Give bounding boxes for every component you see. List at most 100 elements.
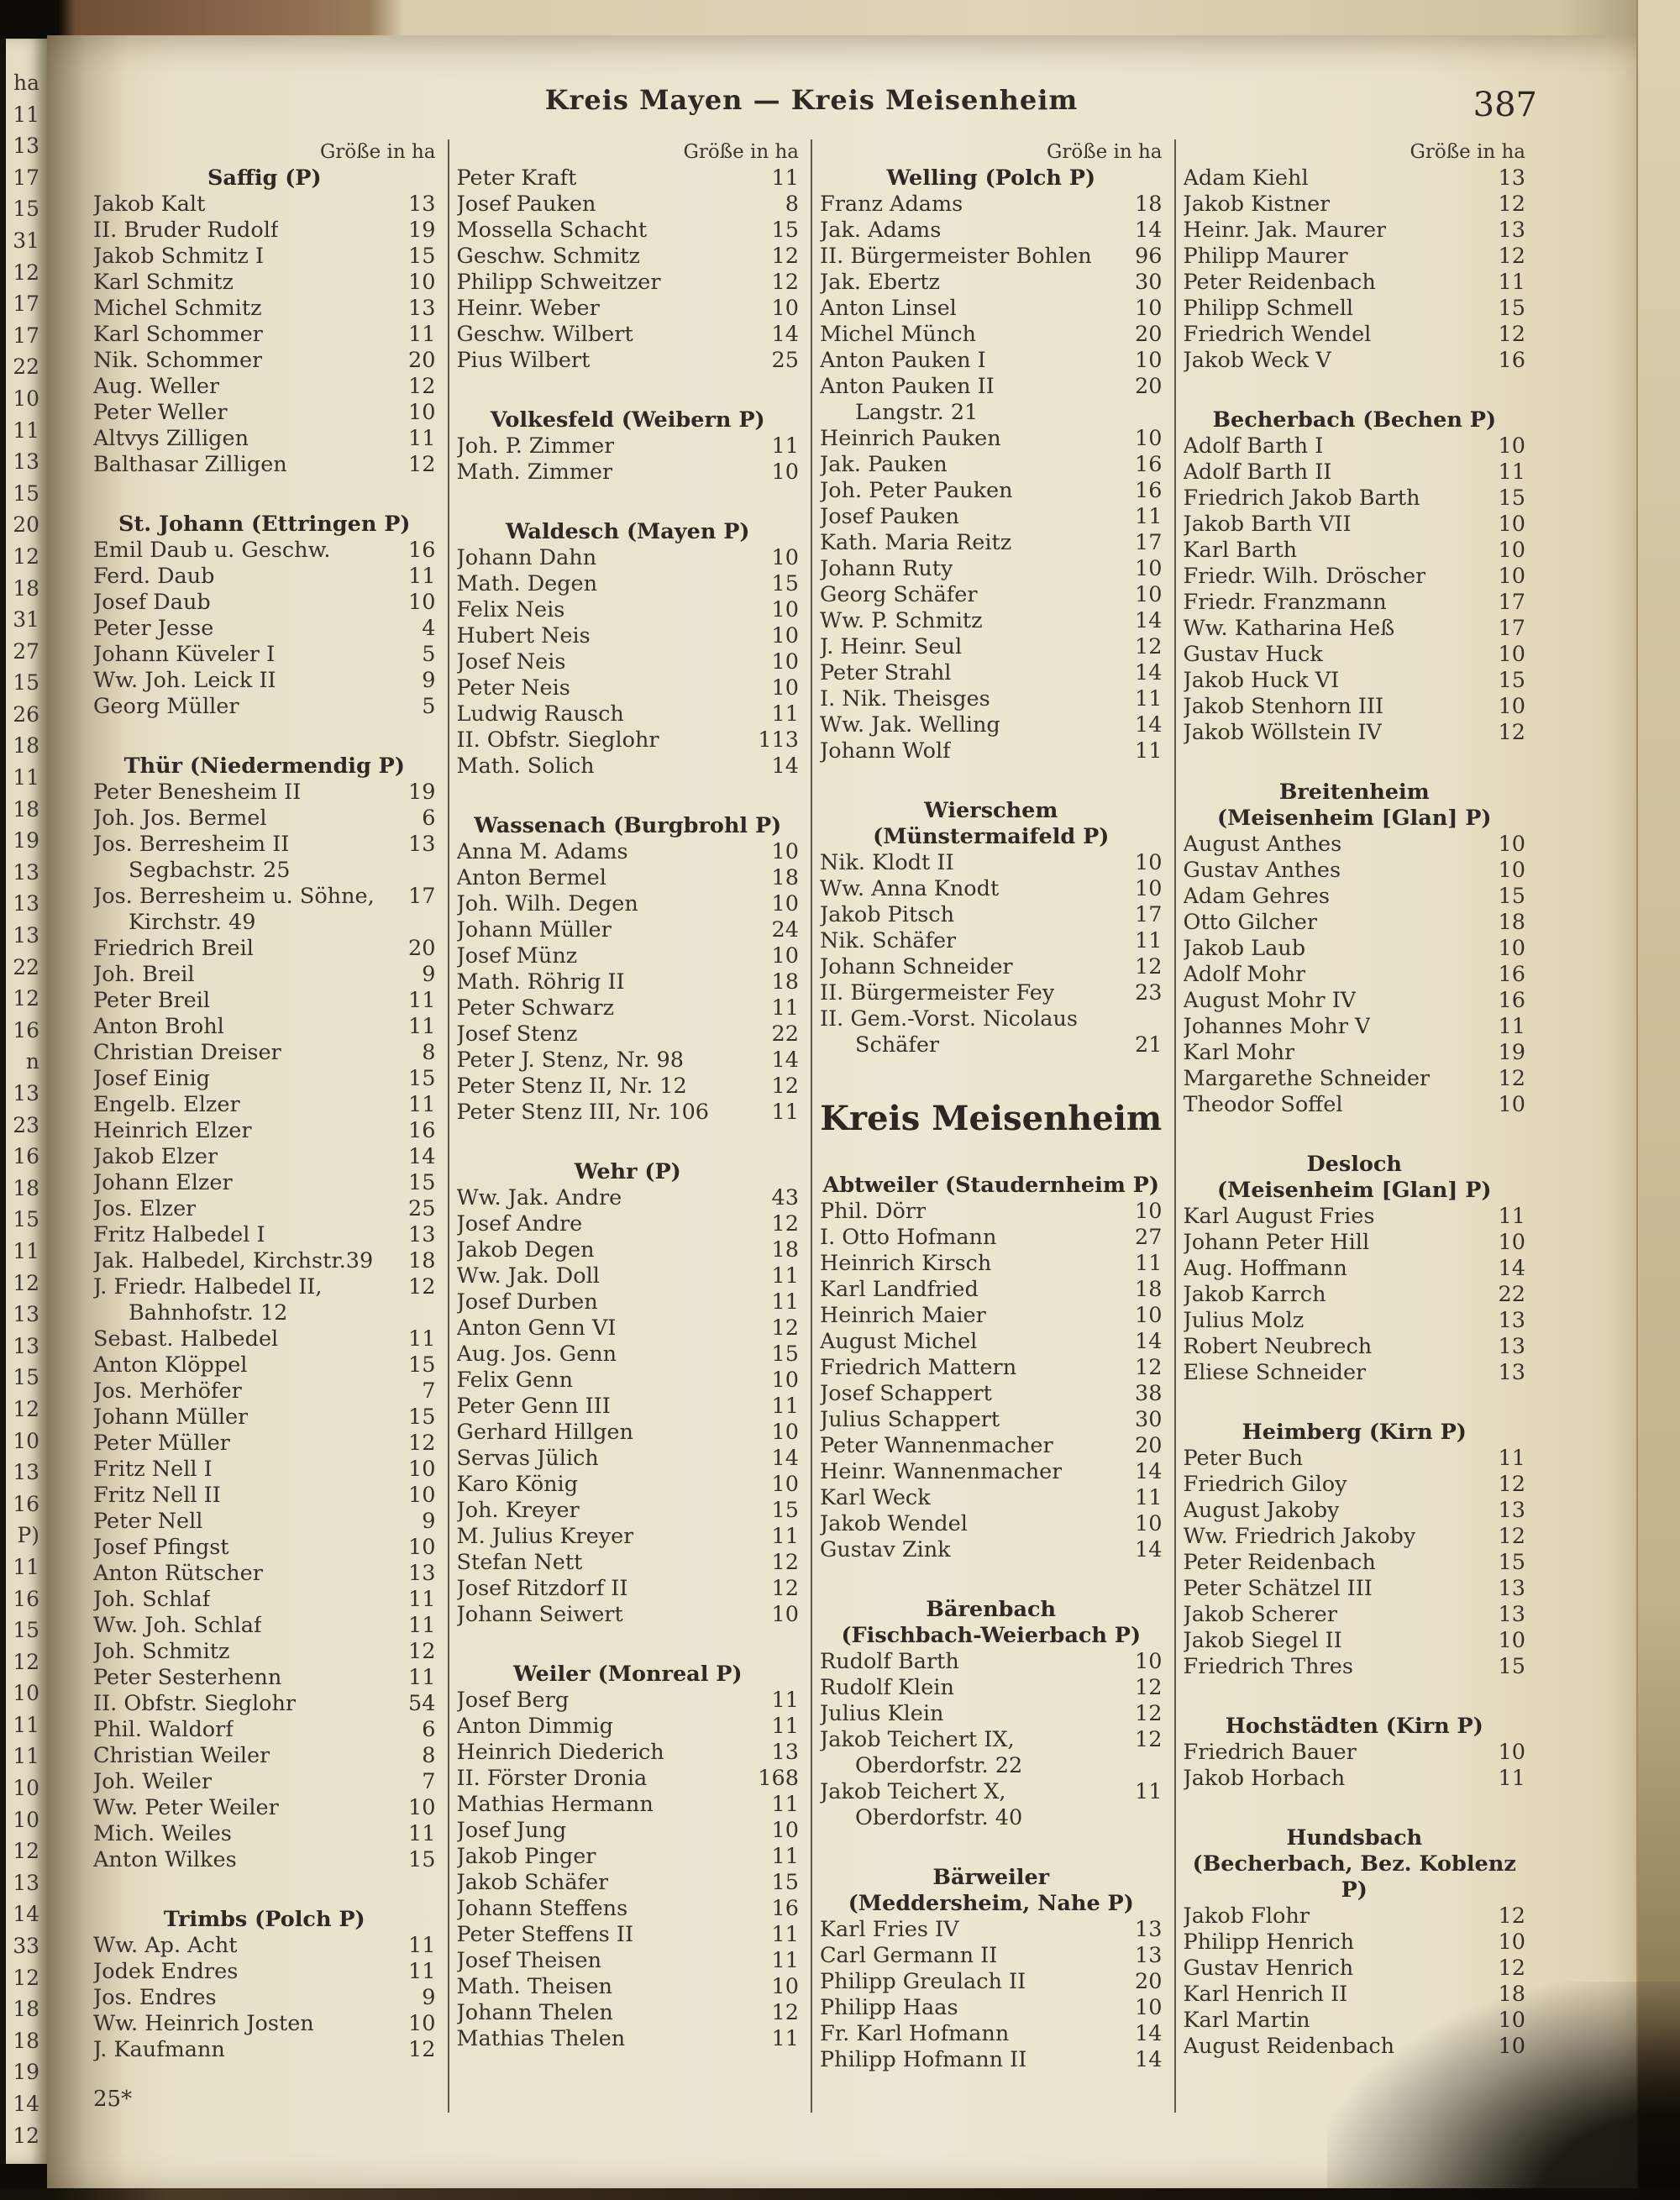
owner-row: Gustav Henrich 12	[1184, 1956, 1526, 1982]
size-ha-value: 14	[1135, 1459, 1163, 1484]
owner-row: Ww. Joh. Leick II 9	[93, 668, 436, 694]
owner-row: Geschw. Wilbert 14	[457, 322, 800, 348]
owner-row: Philipp Henrich 10	[1184, 1930, 1526, 1956]
cutoff-edge-number: 13	[13, 1081, 39, 1105]
owner-row: Ww. Jak. Welling 14	[820, 712, 1163, 738]
cutoff-edge-number: 15	[13, 1618, 39, 1643]
owner-name: Felix Neis	[456, 597, 565, 622]
owner-name: Nik. Schommer	[93, 348, 263, 373]
owner-row: Math. Solich 14	[457, 753, 800, 780]
size-ha-value: 12	[408, 374, 436, 399]
owner-row: Joh. Peter Pauken 16	[820, 478, 1163, 504]
owner-name: Josef Pauken	[456, 192, 596, 217]
size-ha-value: 15	[1498, 884, 1525, 909]
owner-name: Gustav Anthes	[1183, 858, 1341, 883]
cutoff-edge-number: 19	[13, 2060, 39, 2085]
size-ha-value: 5	[422, 694, 436, 719]
owner-row: Joh. Schlaf 11	[93, 1587, 436, 1613]
owner-row: Peter Jesse 4	[93, 616, 436, 642]
size-in-ha-header: Größe in ha	[319, 141, 436, 163]
owner-row: Anton Rütscher 13	[93, 1561, 436, 1587]
size-ha-value: 7	[422, 1378, 436, 1404]
cutoff-edge-number: 16	[13, 1491, 39, 1516]
owner-name: Aug. Hoffmann	[1183, 1256, 1347, 1281]
size-ha-value: 13	[1135, 1943, 1163, 1968]
owner-name: Schäfer	[855, 1032, 940, 1058]
page-content: Kreis Mayen — Kreis Meisenheim 387 Größe…	[47, 35, 1636, 2191]
owner-row: Jos. Endres 9	[93, 1985, 436, 2011]
cutoff-edge-number: 18	[13, 1175, 39, 1200]
village-section-continued: Peter Kraft 11 Josef Pauken 8 Mossella Schac…	[457, 165, 800, 374]
owner-name: Anna M. Adams	[456, 839, 628, 864]
cutoff-edge-number: 10	[13, 1681, 39, 1706]
owner-row: Aug. Jos. Genn 15	[457, 1342, 800, 1368]
cutoff-edge-number: 23	[13, 1112, 39, 1137]
owner-row: Nik. Klodt II 10	[820, 850, 1163, 876]
owner-row: Friedrich Wendel 12	[1184, 322, 1526, 348]
owner-row: Otto Gilcher 18	[1184, 910, 1526, 936]
owner-name: Peter Weller	[93, 400, 228, 425]
owner-name: Peter Genn III	[456, 1394, 611, 1419]
owner-row: Joh. P. Zimmer 11	[457, 433, 800, 459]
owner-name: Heinrich Diederich	[456, 1740, 664, 1765]
owner-name: Josef Pfingst	[93, 1535, 229, 1560]
owner-name: Philipp Henrich	[1183, 1930, 1355, 1955]
page-number: 387	[1473, 86, 1537, 124]
size-ha-value: 10	[1135, 1649, 1163, 1674]
village-section: Becherbach (Bechen P) Adolf Barth I 10 Adol…	[1184, 407, 1526, 746]
size-ha-value: 25	[408, 1196, 436, 1221]
size-ha-value: 13	[1498, 218, 1525, 243]
cutoff-edge-number: 12	[13, 2123, 39, 2148]
owner-name: Carl Germann II	[820, 1943, 998, 1968]
village-title: Welling (Polch P)	[886, 165, 1096, 191]
owner-row: Anton Pauken I 10	[820, 348, 1163, 374]
owner-row: Philipp Schweitzer 12	[457, 270, 800, 296]
owner-row: Johann Müller 24	[457, 917, 800, 943]
owner-row-continuation: Bahnhofstr. 12	[93, 1300, 436, 1326]
owner-row: Peter Stenz III, Nr. 106 11	[457, 1100, 800, 1126]
owner-row: Josef Stenz 22	[457, 1021, 800, 1047]
owner-row: Peter Strahl 14	[820, 660, 1163, 686]
owner-name: Servas Jülich	[456, 1446, 599, 1471]
owner-name: Aug. Weller	[93, 374, 220, 399]
page-header: Kreis Mayen — Kreis Meisenheim 387	[86, 84, 1537, 139]
size-ha-value: 12	[408, 1431, 436, 1456]
size-ha-value: 22	[1498, 1282, 1525, 1307]
owner-name: Friedr. Franzmann	[1183, 590, 1387, 615]
owner-row: Karl Weck 11	[820, 1485, 1163, 1511]
owner-name: Peter Buch	[1183, 1446, 1304, 1471]
owner-name: Heinrich Kirsch	[820, 1251, 992, 1276]
village-section: Saffig (P) Jakob Kalt 13 II. Bruder Rudolf 1…	[93, 165, 436, 478]
size-ha-value: 10	[1498, 832, 1525, 857]
owner-name: Josef Ritzdorf II	[456, 1576, 628, 1601]
owner-name: Michel Münch	[820, 322, 976, 347]
size-ha-value: 113	[758, 727, 799, 753]
size-ha-value: 15	[771, 571, 799, 596]
owner-row: Philipp Greulach II 20	[820, 1969, 1163, 1995]
size-ha-value: 11	[1498, 459, 1525, 485]
size-ha-value: 9	[422, 1509, 436, 1534]
owner-name: Jakob Kalt	[93, 192, 206, 217]
size-ha-value: 15	[408, 244, 436, 269]
owner-name: Jakob Barth VII	[1183, 512, 1352, 537]
size-ha-value: 14	[771, 753, 799, 779]
owner-row: Michel Münch 20	[820, 322, 1163, 348]
owner-row: Johann Thelen 12	[457, 2000, 800, 2026]
owner-name: Peter Neis	[456, 675, 570, 701]
cutoff-edge-number: P)	[17, 1523, 39, 1548]
cutoff-edge-number: 11	[13, 1744, 39, 1769]
owner-name: Josef Jung	[456, 1818, 567, 1843]
size-ha-value: 11	[771, 433, 799, 459]
owner-name: Anton Pauken II	[820, 374, 995, 399]
owner-name: Otto Gilcher	[1183, 910, 1318, 935]
owner-name: Peter Kraft	[456, 165, 577, 191]
owner-name: Nik. Klodt II	[820, 850, 954, 875]
owner-name: Friedrich Thres	[1183, 1654, 1353, 1679]
owner-name: II. Bürgermeister Fey	[820, 980, 1055, 1005]
size-ha-value: 4	[422, 616, 436, 641]
owner-name: Jak. Adams	[820, 218, 942, 243]
cutoff-edge-number: 12	[13, 1396, 39, 1421]
owner-row: Mathias Hermann 11	[457, 1792, 800, 1818]
owner-row: Peter Kraft 11	[457, 165, 800, 192]
owner-row: Jakob Huck VI 15	[1184, 668, 1526, 694]
